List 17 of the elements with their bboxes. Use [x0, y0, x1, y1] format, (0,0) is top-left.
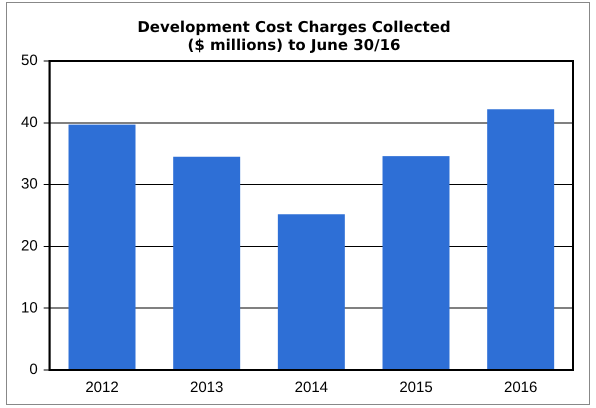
x-tick-label: 2015 — [399, 379, 433, 396]
y-tick-label: 30 — [20, 176, 38, 193]
x-tick-label: 2014 — [294, 379, 328, 396]
y-tick-label: 40 — [20, 114, 38, 131]
bar — [382, 156, 450, 370]
y-tick-label: 20 — [20, 238, 38, 255]
bar — [278, 214, 345, 370]
y-tick-label: 10 — [20, 299, 38, 316]
bar — [173, 156, 240, 370]
y-tick-label: 50 — [20, 52, 38, 70]
chart-title: Development Cost Charges Collected ($ millions) to June 30/16 — [137, 18, 451, 54]
x-tick-label: 2012 — [85, 379, 119, 396]
y-tick-label: 0 — [29, 361, 38, 378]
bar — [68, 124, 136, 370]
x-tick-label: 2013 — [190, 379, 224, 396]
bar — [487, 109, 554, 370]
x-tick-label: 2016 — [504, 379, 538, 396]
